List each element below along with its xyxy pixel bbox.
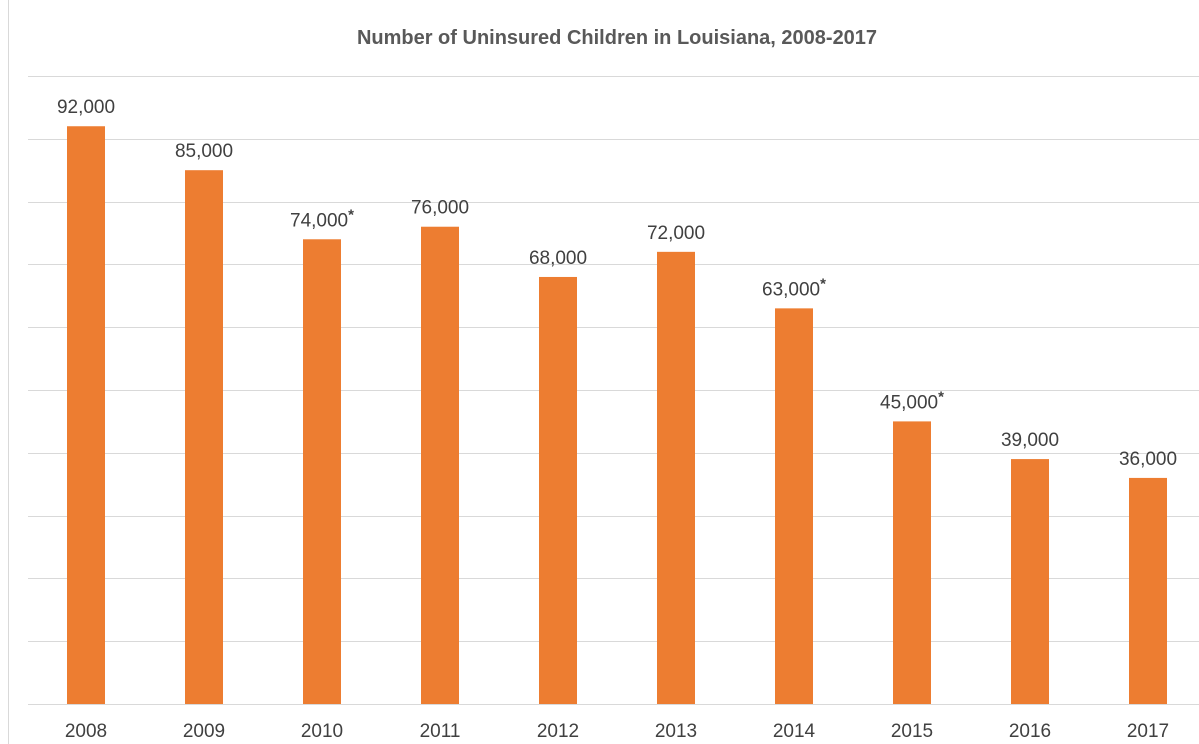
x-tick-label-2017: 2017 [1127, 721, 1169, 742]
x-tick-label-2015: 2015 [891, 721, 933, 742]
data-label-2014: 63,000* [762, 275, 826, 300]
data-label-2016: 39,000 [1001, 430, 1059, 451]
data-labels: 92,000 85,000 74,000* 76,000 68,000 72,000 63,… [57, 97, 1177, 470]
bar-2016 [1011, 459, 1049, 704]
bar-2014 [775, 308, 813, 704]
bar-2013 [657, 251, 695, 704]
x-tick-label-2013: 2013 [655, 721, 697, 742]
data-label-2011: 76,000 [411, 198, 469, 219]
data-label-2009: 85,000 [175, 141, 233, 162]
bars [67, 126, 1167, 705]
chart-title: Number of Uninsured Children in Louisian… [357, 27, 877, 49]
x-tick-label-2008: 2008 [65, 721, 107, 742]
data-label-mark-2014: * [820, 275, 826, 292]
bar-2008 [67, 126, 105, 705]
bar-2010 [303, 239, 341, 704]
x-axis-tick-labels: 2008 2009 2010 2011 2012 2013 2014 2015 2016 2017 [65, 721, 1169, 742]
x-tick-label-2016: 2016 [1009, 721, 1051, 742]
data-label-2015: 45,000* [880, 388, 944, 413]
gridlines [28, 76, 1199, 705]
data-label-mark-2015: * [938, 388, 944, 405]
bar-2009 [185, 170, 223, 704]
x-tick-label-2011: 2011 [420, 721, 461, 742]
data-label-2010: 74,000* [290, 206, 354, 231]
bar-2011 [421, 226, 459, 704]
data-label-mark-2010: * [348, 206, 354, 223]
data-label-2013: 72,000 [647, 223, 705, 244]
bar-2015 [893, 421, 931, 704]
data-label-2012: 68,000 [529, 248, 587, 269]
data-label-2017: 36,000 [1119, 449, 1177, 470]
bar-2017 [1129, 477, 1167, 704]
x-tick-label-2012: 2012 [537, 721, 579, 742]
data-label-2008: 92,000 [57, 97, 115, 118]
x-tick-label-2014: 2014 [773, 721, 816, 742]
bar-2012 [539, 276, 577, 704]
x-tick-label-2010: 2010 [301, 721, 343, 742]
x-tick-label-2009: 2009 [183, 721, 225, 742]
